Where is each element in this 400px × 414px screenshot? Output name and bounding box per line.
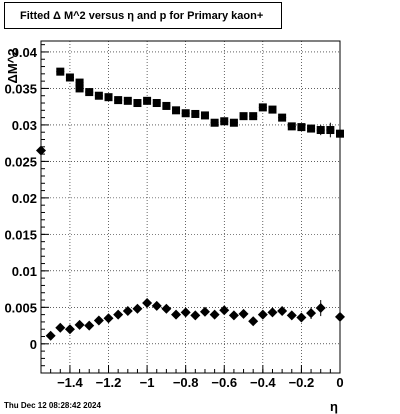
data-point-diamond [315, 303, 326, 314]
data-point-diamond [248, 316, 259, 327]
data-point-square [75, 84, 84, 93]
y-tick-label: 0.035 [4, 81, 37, 96]
data-point-square [229, 118, 238, 127]
data-point-diamond [93, 315, 104, 326]
y-tick-label: 0.01 [12, 264, 37, 279]
data-point-square [181, 109, 190, 118]
data-point-diamond [267, 307, 278, 318]
x-tick-label: −0.2 [289, 375, 315, 390]
data-point-square [220, 117, 229, 126]
data-point-square [162, 101, 171, 110]
data-point-diamond [161, 303, 172, 314]
timestamp-footer: Thu Dec 12 08:28:42 2024 [4, 401, 101, 410]
data-point-diamond [286, 310, 297, 321]
data-point-square [249, 112, 258, 121]
data-point-square [268, 105, 277, 114]
data-point-diamond [122, 305, 133, 316]
data-point-square [114, 96, 123, 105]
data-point-diamond [209, 309, 220, 320]
y-tick-label: 0.03 [12, 118, 37, 133]
data-point-diamond [180, 307, 191, 318]
x-tick-label: −0.4 [250, 375, 276, 390]
y-tick-label: 0 [30, 337, 37, 352]
data-point-diamond [74, 319, 85, 330]
x-tick-label: −0.8 [173, 375, 199, 390]
data-point-diamond [64, 324, 75, 335]
data-point-square [75, 78, 84, 87]
x-tick-label: −1 [140, 375, 155, 390]
tick-labels: −1.4 −1.2 −1 −0.8 −0.6 −0.4 −0.2 0 0 0.005 0.01 0.0… [4, 45, 343, 390]
data-point-diamond [36, 145, 46, 156]
y-tick-label: 0.025 [4, 154, 37, 169]
data-point-diamond [199, 306, 210, 317]
data-point-diamond [55, 322, 66, 333]
data-point-square [56, 67, 65, 76]
data-point-diamond [45, 330, 56, 341]
data-point-diamond [103, 313, 114, 324]
data-point-square [336, 129, 344, 138]
data-point-square [307, 124, 316, 133]
data-point-square [94, 91, 103, 100]
data-point-square [200, 111, 209, 120]
data-point-square [133, 99, 142, 108]
data-point-diamond [296, 312, 307, 323]
data-point-diamond [84, 320, 95, 331]
data-point-diamond [277, 305, 288, 316]
data-point-square [65, 73, 74, 82]
data-point-diamond [219, 305, 230, 316]
y-axis-label: ΔM^2 [5, 49, 20, 84]
data-point-square [104, 93, 113, 102]
data-marks [36, 67, 345, 341]
chart-title: Fitted Δ M^2 versus η and p for Primary … [4, 2, 282, 29]
data-point-diamond [228, 310, 239, 321]
data-point-square [297, 123, 306, 132]
plot-frame [40, 40, 341, 374]
data-point-square [278, 113, 287, 122]
x-tick-label: −1.4 [57, 375, 83, 390]
axis-ticks [40, 44, 341, 374]
data-point-square [326, 126, 335, 135]
data-point-square [191, 109, 200, 118]
data-point-diamond [113, 309, 124, 320]
y-tick-label: 0.005 [4, 300, 37, 315]
data-point-square [287, 122, 296, 131]
data-point-diamond [132, 303, 143, 314]
x-tick-label: 0 [336, 375, 343, 390]
data-point-square [123, 96, 132, 105]
data-point-square [152, 99, 161, 108]
data-point-square [239, 112, 248, 121]
y-tick-label: 0.04 [12, 45, 38, 60]
data-point-square [143, 96, 152, 105]
data-point-square [316, 126, 325, 135]
x-axis-label: η [330, 399, 338, 414]
data-point-diamond [335, 311, 345, 322]
y-tick-label: 0.015 [4, 227, 37, 242]
x-tick-label: −0.6 [211, 375, 237, 390]
data-point-diamond [306, 308, 317, 319]
data-point-square [210, 118, 219, 127]
data-point-diamond [142, 297, 153, 308]
data-point-square [85, 88, 94, 97]
data-point-square [172, 106, 181, 115]
data-point-square [258, 103, 267, 112]
data-point-diamond [257, 309, 268, 320]
y-tick-label: 0.02 [12, 191, 37, 206]
data-point-diamond [151, 300, 162, 311]
data-point-diamond [238, 308, 249, 319]
data-point-diamond [171, 309, 182, 320]
x-tick-label: −1.2 [96, 375, 122, 390]
data-point-diamond [190, 310, 201, 321]
